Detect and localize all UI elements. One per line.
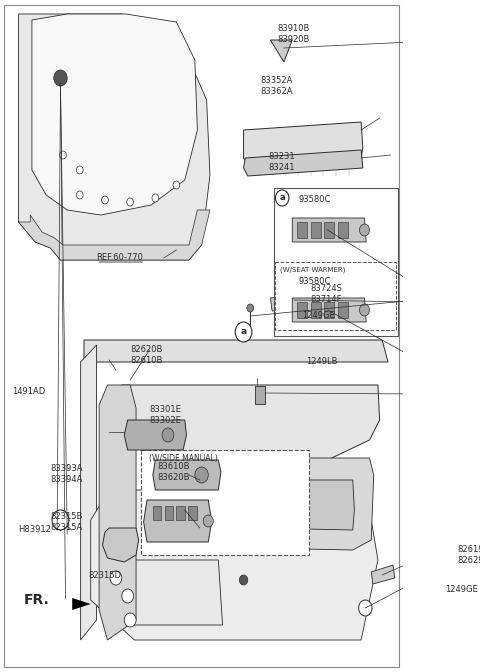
Circle shape [162, 428, 174, 442]
Bar [297, 222, 307, 238]
Polygon shape [8, 8, 223, 275]
Polygon shape [118, 385, 380, 468]
Text: 1249GE: 1249GE [302, 312, 335, 321]
Circle shape [276, 190, 289, 206]
Text: 93580C: 93580C [298, 196, 331, 204]
Text: 83724S
83714F: 83724S 83714F [311, 284, 343, 304]
Circle shape [173, 181, 180, 189]
Bar [188, 506, 196, 520]
Text: (W/SIDE MANUAL): (W/SIDE MANUAL) [149, 454, 218, 462]
Polygon shape [91, 490, 378, 640]
Text: 83393A
83394A: 83393A 83394A [50, 464, 83, 484]
Polygon shape [371, 565, 395, 584]
Bar [324, 222, 334, 238]
Text: 83910B
83920B: 83910B 83920B [277, 24, 310, 44]
Text: 1249GE: 1249GE [445, 585, 478, 595]
Circle shape [359, 600, 372, 616]
Text: 93580C: 93580C [298, 278, 331, 286]
Text: 83301E
83302E: 83301E 83302E [149, 405, 181, 425]
Polygon shape [270, 295, 296, 311]
Circle shape [76, 166, 83, 174]
Text: 83610B
83620B: 83610B 83620B [157, 462, 190, 482]
Circle shape [124, 613, 136, 627]
Circle shape [110, 571, 122, 585]
Polygon shape [81, 340, 388, 650]
Circle shape [54, 70, 67, 86]
Text: 1249LB: 1249LB [306, 358, 337, 366]
Bar [311, 302, 321, 318]
Circle shape [52, 510, 69, 530]
Polygon shape [84, 340, 388, 362]
Circle shape [360, 224, 370, 236]
Polygon shape [144, 500, 212, 542]
Text: (W/SEAT WARMER): (W/SEAT WARMER) [280, 267, 345, 274]
Text: 82315B
82315A: 82315B 82315A [50, 512, 83, 532]
Bar [141, 450, 309, 555]
Circle shape [122, 589, 133, 603]
Polygon shape [18, 14, 210, 260]
Bar [324, 302, 334, 318]
Text: a: a [240, 327, 247, 337]
Polygon shape [99, 385, 136, 640]
Text: FR.: FR. [24, 593, 49, 607]
Text: 83231
83241: 83231 83241 [269, 152, 295, 172]
Text: 82315D: 82315D [88, 571, 121, 581]
Bar [276, 262, 396, 330]
Circle shape [195, 467, 208, 483]
Polygon shape [270, 40, 292, 62]
Text: 82619
82629: 82619 82629 [458, 545, 480, 565]
Bar [337, 302, 348, 318]
Circle shape [127, 198, 133, 206]
Polygon shape [72, 598, 91, 610]
Bar [274, 188, 398, 336]
Bar [311, 222, 321, 238]
Text: 82620B
82610B: 82620B 82610B [130, 345, 163, 365]
Text: 83352A
83362A: 83352A 83362A [260, 76, 293, 96]
Text: a: a [279, 194, 285, 202]
Circle shape [360, 304, 370, 316]
Polygon shape [248, 458, 374, 550]
Text: REF.60-770: REF.60-770 [96, 253, 144, 263]
Polygon shape [153, 460, 221, 490]
Text: 1491AD: 1491AD [12, 388, 45, 396]
Circle shape [235, 322, 252, 342]
Polygon shape [292, 218, 366, 242]
Circle shape [60, 151, 66, 159]
Polygon shape [124, 420, 186, 450]
Circle shape [76, 191, 83, 199]
Bar [176, 506, 185, 520]
Polygon shape [18, 210, 210, 260]
Polygon shape [243, 122, 363, 166]
Polygon shape [81, 345, 96, 640]
Polygon shape [122, 560, 223, 625]
Polygon shape [32, 14, 197, 215]
Text: H83912: H83912 [18, 526, 51, 534]
Polygon shape [102, 528, 139, 562]
Bar [337, 222, 348, 238]
Circle shape [247, 304, 253, 312]
Circle shape [203, 515, 213, 527]
Polygon shape [253, 480, 354, 530]
Polygon shape [292, 298, 366, 322]
Circle shape [152, 194, 159, 202]
Bar [297, 302, 307, 318]
Circle shape [240, 575, 248, 585]
Bar [165, 506, 173, 520]
Circle shape [102, 196, 108, 204]
Bar [255, 386, 265, 404]
Bar [153, 506, 161, 520]
Polygon shape [243, 150, 363, 176]
